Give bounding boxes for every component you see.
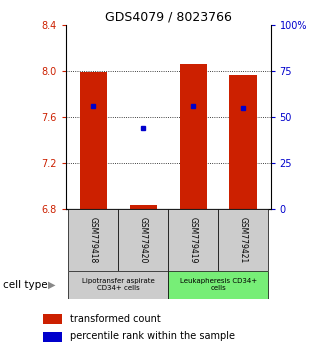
Text: GSM779419: GSM779419: [189, 217, 198, 263]
Bar: [218, 209, 268, 271]
Text: cell type: cell type: [3, 280, 48, 290]
Bar: [80, 72, 107, 209]
Text: transformed count: transformed count: [70, 314, 161, 324]
Text: Lipotransfer aspirate
CD34+ cells: Lipotransfer aspirate CD34+ cells: [82, 279, 155, 291]
Bar: [229, 75, 257, 209]
Bar: [43, 314, 62, 324]
Bar: [180, 64, 207, 209]
Text: GSM779418: GSM779418: [89, 217, 98, 263]
Bar: [43, 332, 62, 342]
Bar: [168, 209, 218, 271]
Bar: [69, 271, 168, 299]
Bar: [130, 205, 157, 209]
Text: GSM779421: GSM779421: [239, 217, 248, 263]
Bar: [168, 271, 268, 299]
Text: ▶: ▶: [48, 280, 55, 290]
Bar: [69, 209, 118, 271]
Text: Leukapheresis CD34+
cells: Leukapheresis CD34+ cells: [180, 279, 257, 291]
Title: GDS4079 / 8023766: GDS4079 / 8023766: [105, 11, 232, 24]
Bar: [118, 209, 168, 271]
Text: GSM779420: GSM779420: [139, 217, 148, 263]
Text: percentile rank within the sample: percentile rank within the sample: [70, 331, 235, 341]
